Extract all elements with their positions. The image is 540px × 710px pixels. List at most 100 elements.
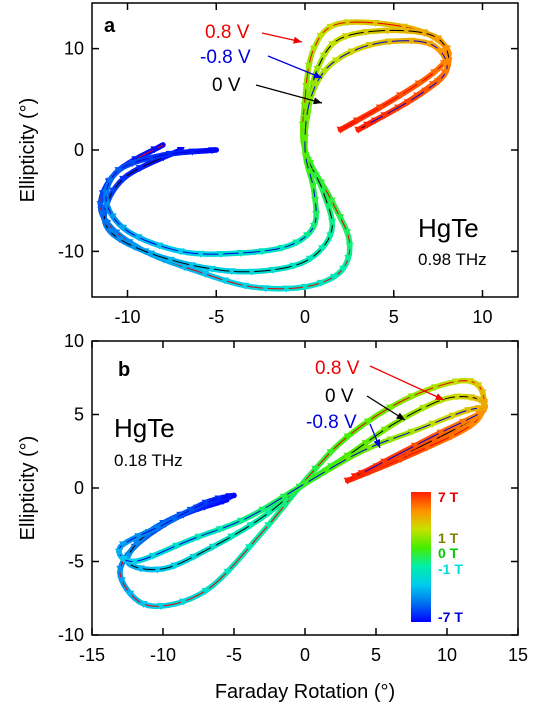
data-point: [214, 495, 223, 503]
data-point: [343, 229, 351, 237]
data-point: [339, 265, 348, 273]
data-point: [475, 396, 484, 404]
data-point: [474, 382, 483, 390]
panel-a-frequency: 0.98 THz: [418, 250, 487, 269]
data-point: [311, 197, 320, 205]
data-point: [188, 148, 197, 156]
data-point: [347, 48, 356, 56]
data-point: [480, 400, 489, 408]
data-point: [236, 250, 245, 257]
data-point: [425, 40, 434, 48]
data-point: [343, 19, 352, 27]
data-point: [130, 558, 139, 566]
panel-a-x-ticks: -10 -5 0 5 10: [114, 3, 493, 327]
data-point: [245, 544, 254, 552]
data-point: [305, 255, 314, 263]
x-tick-label: -5: [208, 307, 224, 327]
data-point: [130, 243, 139, 251]
data-point: [282, 285, 291, 293]
data-point: [201, 499, 210, 507]
data-point: [148, 552, 157, 560]
data-point: [319, 52, 328, 60]
data-point: [289, 262, 298, 270]
panel-a-letter: a: [104, 15, 116, 37]
x-tick-label: -10: [114, 307, 140, 327]
panel-a-curves: [96, 19, 453, 293]
y-tick-label: -10: [58, 241, 84, 261]
data-point: [305, 168, 314, 176]
data-point: [302, 114, 311, 122]
x-tick-label: 15: [508, 645, 528, 665]
data-point: [170, 515, 178, 523]
data-point: [466, 394, 475, 402]
data-point: [246, 522, 255, 530]
data-point: [327, 197, 336, 205]
data-point: [147, 250, 156, 258]
data-point: [365, 42, 374, 49]
x-tick-label: 5: [371, 645, 381, 665]
data-point: [301, 283, 309, 291]
data-point: [475, 410, 484, 418]
data-point: [100, 209, 109, 217]
y-tick-label: 0: [74, 478, 84, 498]
data-point: [258, 506, 267, 514]
data-point: [237, 517, 246, 525]
data-point: [312, 81, 321, 89]
panel-a-label-minus-0.8V: -0.8 V: [200, 47, 251, 68]
data-point: [301, 152, 310, 160]
x-tick-label: 0: [300, 307, 310, 327]
data-point: [326, 449, 335, 457]
data-point: [312, 211, 321, 219]
panel-b-x-ticks: -15 -10 -5 0 5 10 15: [79, 341, 528, 665]
data-point: [380, 426, 389, 434]
data-point: [385, 38, 394, 46]
annotation-arrowhead: [373, 439, 380, 448]
data-point: [225, 493, 234, 501]
data-point: [101, 219, 109, 227]
data-point: [279, 493, 288, 501]
data-point: [208, 543, 217, 551]
data-point: [324, 203, 333, 211]
data-point: [442, 59, 451, 66]
data-point: [106, 177, 115, 185]
x-tick-label: -5: [226, 645, 242, 665]
data-point: [165, 150, 174, 158]
data-point: [459, 418, 467, 426]
data-point: [371, 20, 380, 27]
data-point: [103, 201, 111, 209]
data-point: [336, 214, 345, 222]
data-point: [402, 27, 411, 35]
data-point: [268, 266, 277, 274]
data-point: [136, 565, 145, 573]
data-point: [119, 556, 128, 563]
panel-b-y-ticks: -10 -5 0 5 10: [58, 331, 518, 645]
annotation-arrowhead: [313, 97, 322, 105]
data-point: [227, 268, 236, 276]
data-point: [434, 78, 443, 86]
data-point: [109, 187, 118, 195]
data-point: [309, 223, 318, 230]
data-point: [115, 548, 123, 556]
panel-a-material: HgTe: [418, 213, 479, 243]
panel-b-y-axis-title: Ellipticity (°): [17, 436, 39, 541]
data-point: [322, 467, 331, 475]
data-point: [215, 526, 224, 534]
data-point: [96, 201, 105, 209]
data-point: [116, 565, 125, 573]
data-point: [375, 104, 384, 112]
data-point: [128, 160, 137, 167]
data-point: [383, 27, 392, 35]
colorbar-label-7T: 7 T: [438, 489, 459, 505]
data-point: [332, 57, 340, 65]
y-tick-label: 0: [74, 140, 84, 160]
data-point: [345, 242, 354, 250]
annotation-arrowhead: [396, 412, 405, 420]
data-point: [189, 553, 198, 561]
data-point: [112, 229, 121, 237]
data-point: [216, 251, 225, 258]
data-point: [301, 480, 309, 488]
data-point: [208, 147, 217, 155]
data-point: [187, 262, 196, 270]
data-point: [403, 99, 412, 107]
